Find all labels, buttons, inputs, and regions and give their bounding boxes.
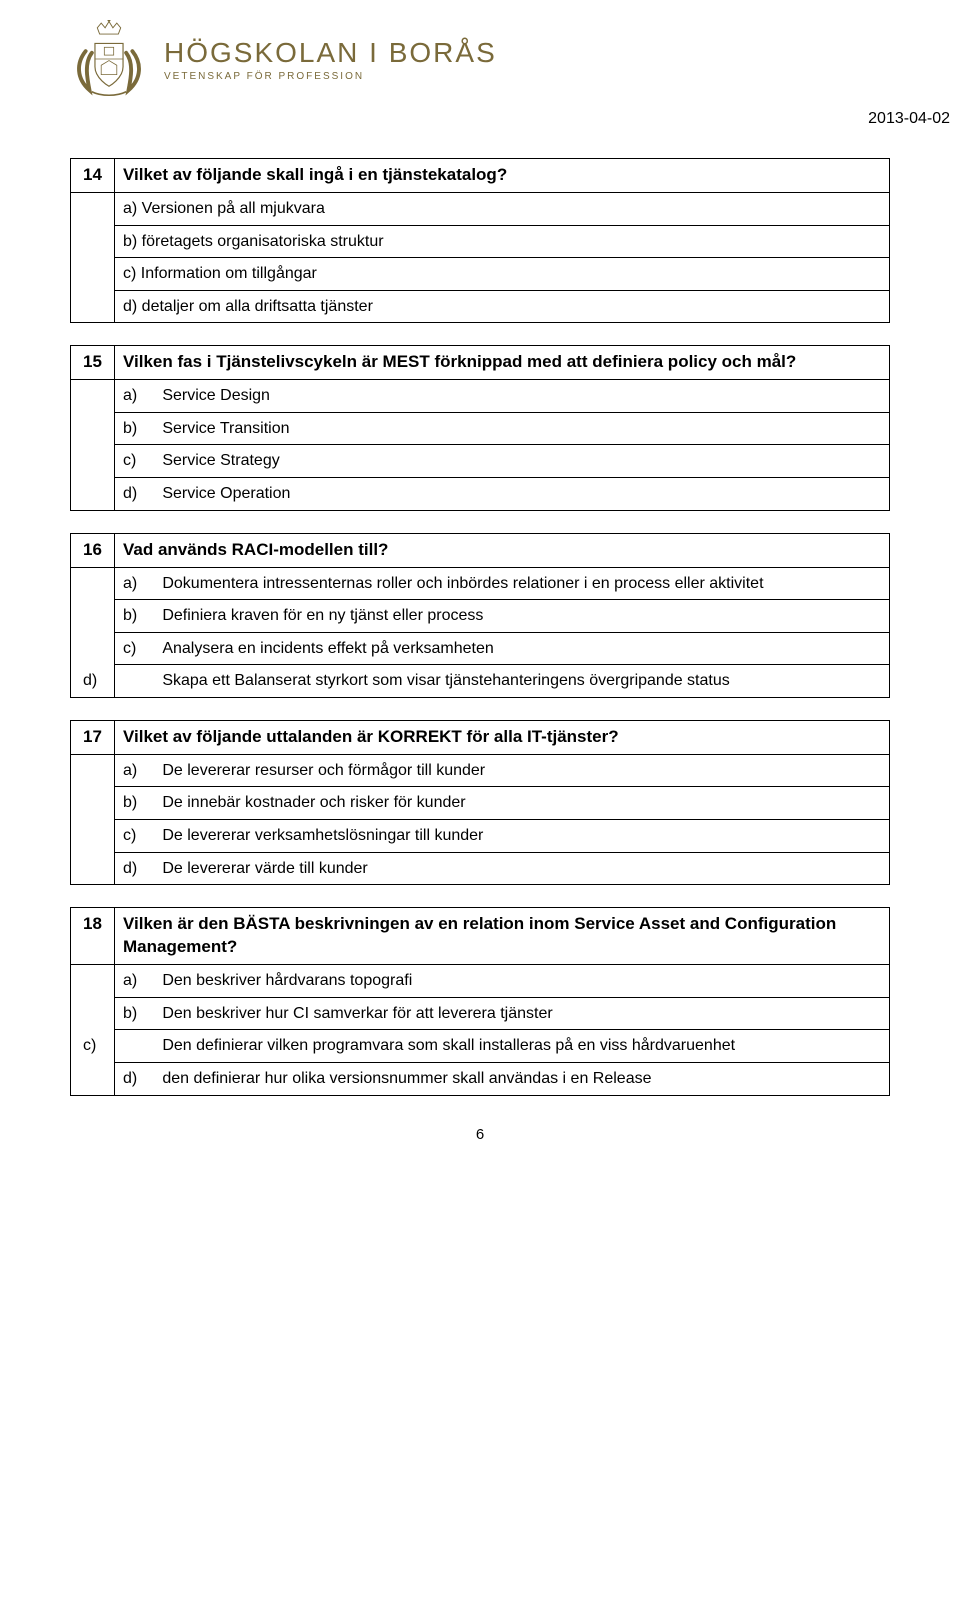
question-number: 17 xyxy=(71,720,115,754)
question-text: Vilken fas i Tjänstelivscykeln är MEST f… xyxy=(115,346,890,380)
option-cell: a) Service Design xyxy=(115,380,890,413)
empty-cell xyxy=(71,380,115,413)
question-number: 16 xyxy=(71,533,115,567)
option-label: b) xyxy=(123,418,149,440)
option-label: d) xyxy=(123,1068,149,1090)
option-cell: b) Den beskriver hur CI samverkar för at… xyxy=(115,997,890,1030)
option-cell: b) Definiera kraven för en ny tjänst ell… xyxy=(115,600,890,633)
logo-sub-text: VETENSKAP FÖR PROFESSION xyxy=(164,71,497,82)
option-cell: a) Versionen på all mjukvara xyxy=(115,192,890,225)
empty-cell xyxy=(71,445,115,478)
empty-cell xyxy=(71,567,115,600)
option-cell: b) Service Transition xyxy=(115,412,890,445)
question-table: 17Vilket av följande uttalanden är KORRE… xyxy=(70,720,890,885)
option-label: c) xyxy=(123,450,149,472)
option-label: a) xyxy=(123,970,149,992)
option-label: b) xyxy=(123,1003,149,1025)
option-label: a) xyxy=(123,573,149,595)
option-label: a) xyxy=(123,760,149,782)
empty-cell xyxy=(71,258,115,291)
empty-cell xyxy=(71,754,115,787)
empty-cell xyxy=(71,290,115,323)
option-label: b) xyxy=(123,792,149,814)
option-label: c) xyxy=(123,638,149,660)
question-text: Vad används RACI-modellen till? xyxy=(115,533,890,567)
option-label: c) xyxy=(123,1035,149,1057)
university-crest-icon xyxy=(70,20,148,98)
empty-cell xyxy=(71,632,115,665)
option-cell: d) Service Operation xyxy=(115,478,890,511)
option-cell: c) Service Strategy xyxy=(115,445,890,478)
question-table: 18Vilken är den BÄSTA beskrivningen av e… xyxy=(70,907,890,1095)
option-cell: b) företagets organisatoriska struktur xyxy=(115,225,890,258)
option-label: c) xyxy=(123,825,149,847)
empty-cell xyxy=(71,192,115,225)
option-cell: d) detaljer om alla driftsatta tjänster xyxy=(115,290,890,323)
questions-container: 14Vilket av följande skall ingå i en tjä… xyxy=(70,158,890,1096)
option-cell: d) den definierar hur olika versionsnumm… xyxy=(115,1062,890,1095)
empty-cell xyxy=(71,852,115,885)
option-label: d) xyxy=(123,858,149,880)
document-date: 2013-04-02 xyxy=(868,110,950,128)
empty-cell xyxy=(71,787,115,820)
option-cell: d) Skapa ett Balanserat styrkort som vis… xyxy=(115,665,890,698)
logo-text-block: HÖGSKOLAN I BORÅS VETENSKAP FÖR PROFESSI… xyxy=(164,37,497,82)
option-cell: c) De levererar verksamhetslösningar til… xyxy=(115,820,890,853)
option-label: a) xyxy=(123,385,149,407)
option-cell: c) Analysera en incidents effekt på verk… xyxy=(115,632,890,665)
empty-cell xyxy=(71,820,115,853)
page-number: 6 xyxy=(70,1126,890,1143)
option-cell: d) De levererar värde till kunder xyxy=(115,852,890,885)
page: HÖGSKOLAN I BORÅS VETENSKAP FÖR PROFESSI… xyxy=(0,0,960,1183)
question-text: Vilket av följande uttalanden är KORREKT… xyxy=(115,720,890,754)
question-table: 14Vilket av följande skall ingå i en tjä… xyxy=(70,158,890,323)
option-label: b) xyxy=(123,605,149,627)
option-cell: c) Den definierar vilken programvara som… xyxy=(115,1030,890,1063)
option-cell: a) Den beskriver hårdvarans topografi xyxy=(115,965,890,998)
empty-cell xyxy=(71,225,115,258)
question-table: 16Vad används RACI-modellen till?a) Doku… xyxy=(70,533,890,698)
option-cell: b) De innebär kostnader och risker för k… xyxy=(115,787,890,820)
question-text: Vilket av följande skall ingå i en tjäns… xyxy=(115,159,890,193)
empty-cell xyxy=(71,600,115,633)
empty-cell xyxy=(71,478,115,511)
option-label: d) xyxy=(123,670,149,692)
logo-main-text: HÖGSKOLAN I BORÅS xyxy=(164,37,497,69)
question-number: 14 xyxy=(71,159,115,193)
option-cell: a) De levererar resurser och förmågor ti… xyxy=(115,754,890,787)
empty-cell xyxy=(71,1062,115,1095)
question-text: Vilken är den BÄSTA beskrivningen av en … xyxy=(115,908,890,965)
empty-cell xyxy=(71,412,115,445)
option-cell: c) Information om tillgångar xyxy=(115,258,890,291)
empty-cell xyxy=(71,997,115,1030)
option-cell: a) Dokumentera intressenternas roller oc… xyxy=(115,567,890,600)
header: HÖGSKOLAN I BORÅS VETENSKAP FÖR PROFESSI… xyxy=(70,20,890,98)
question-table: 15Vilken fas i Tjänstelivscykeln är MEST… xyxy=(70,345,890,510)
question-number: 18 xyxy=(71,908,115,965)
question-number: 15 xyxy=(71,346,115,380)
empty-cell xyxy=(71,965,115,998)
option-label: d) xyxy=(123,483,149,505)
